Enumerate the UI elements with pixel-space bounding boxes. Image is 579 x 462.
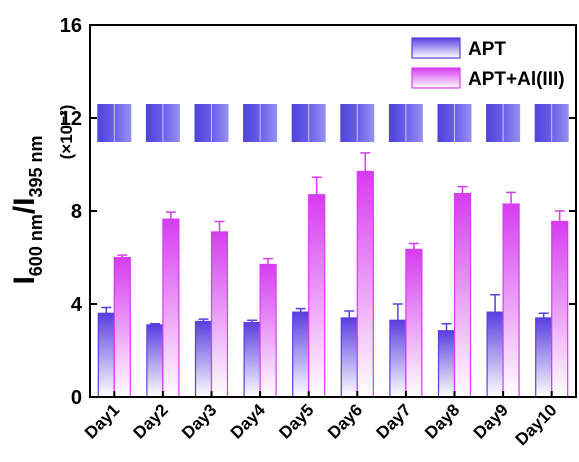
x-tick-label: Day5 [275, 400, 317, 442]
bar [293, 312, 309, 397]
legend-swatch [412, 38, 460, 58]
bar [357, 171, 373, 397]
error-bar [442, 324, 452, 331]
legend-label: APT+Al(III) [468, 69, 565, 90]
bar [552, 221, 568, 397]
bar [163, 219, 179, 397]
x-tick-label: Day10 [512, 400, 561, 449]
bar [244, 323, 260, 397]
bar [309, 195, 325, 397]
error-bar [490, 295, 500, 312]
bar [536, 318, 552, 397]
error-bar [393, 304, 403, 320]
y-axis-label: I600 nm/I395 nm [8, 135, 46, 284]
error-bar [539, 313, 549, 318]
y-tick-label: 8 [71, 201, 82, 223]
x-tick-label: Day9 [470, 400, 512, 442]
x-tick-label: Day8 [421, 400, 463, 442]
error-bar [263, 259, 273, 265]
error-bar [555, 211, 565, 221]
y-label-part: I [8, 276, 41, 284]
bar [196, 321, 212, 397]
bar [212, 232, 228, 397]
y-label-sub: 600 nm [26, 214, 46, 276]
y-tick-label: 16 [60, 15, 82, 37]
x-tick-label: Day7 [373, 400, 415, 442]
bar [341, 318, 357, 397]
chart: I600 nm/I395 nm (×10⁻²) 0481216Day1Day2D… [0, 0, 579, 462]
error-bar [166, 212, 176, 219]
bar [98, 313, 114, 397]
bar [147, 325, 163, 397]
x-tick-label: Day4 [227, 400, 270, 443]
bar [439, 331, 455, 397]
x-tick-label: Day2 [130, 400, 172, 442]
error-bar [506, 192, 516, 204]
x-tick-label: Day6 [324, 400, 366, 442]
y-tick-label: 0 [71, 387, 82, 409]
x-tick-label: Day1 [81, 400, 123, 442]
x-tick-label: Day3 [178, 400, 220, 442]
bar [455, 194, 471, 397]
bar [260, 264, 276, 397]
error-bar [215, 221, 225, 231]
legend-label: APT [468, 39, 506, 60]
y-tick-label: 12 [60, 108, 82, 130]
bar [503, 204, 519, 397]
error-bar [344, 311, 354, 318]
bar [406, 249, 422, 397]
y-label-part: /I [8, 197, 41, 214]
error-bar [409, 244, 419, 250]
error-bar [360, 153, 370, 172]
y-tick-label: 4 [71, 294, 83, 316]
legend-swatch [412, 68, 460, 88]
y-label-sub: 395 nm [26, 135, 46, 197]
bar [390, 320, 406, 397]
error-bar [101, 307, 111, 313]
error-bar [312, 177, 322, 194]
error-bar [458, 187, 468, 194]
bar [114, 258, 130, 398]
bar [487, 312, 503, 397]
